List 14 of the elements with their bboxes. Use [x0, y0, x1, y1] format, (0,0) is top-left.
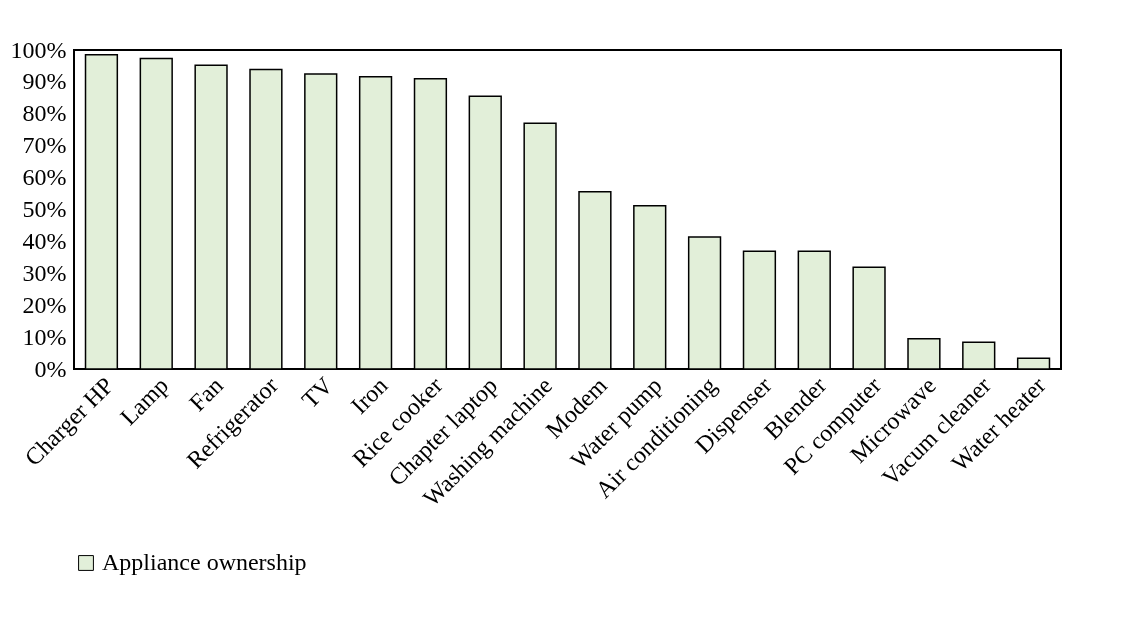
y-tick-label: 30%: [22, 259, 67, 286]
y-tick-label: 20%: [22, 291, 67, 318]
y-tick-label: 60%: [22, 164, 67, 191]
x-tick-label: Iron: [345, 372, 393, 419]
y-tick-label: 100%: [10, 36, 67, 63]
y-tick-label: 50%: [22, 196, 67, 222]
y-tick-label: 70%: [22, 132, 67, 159]
y-tick-label: 80%: [22, 100, 67, 127]
legend-label: Appliance ownership: [102, 549, 307, 575]
y-tick-label: 10%: [22, 323, 67, 350]
y-tick-label: 90%: [22, 68, 67, 95]
y-tick-label: 40%: [22, 227, 67, 254]
x-tick-label: TV: [296, 371, 339, 414]
y-tick-label: 0%: [34, 355, 67, 382]
